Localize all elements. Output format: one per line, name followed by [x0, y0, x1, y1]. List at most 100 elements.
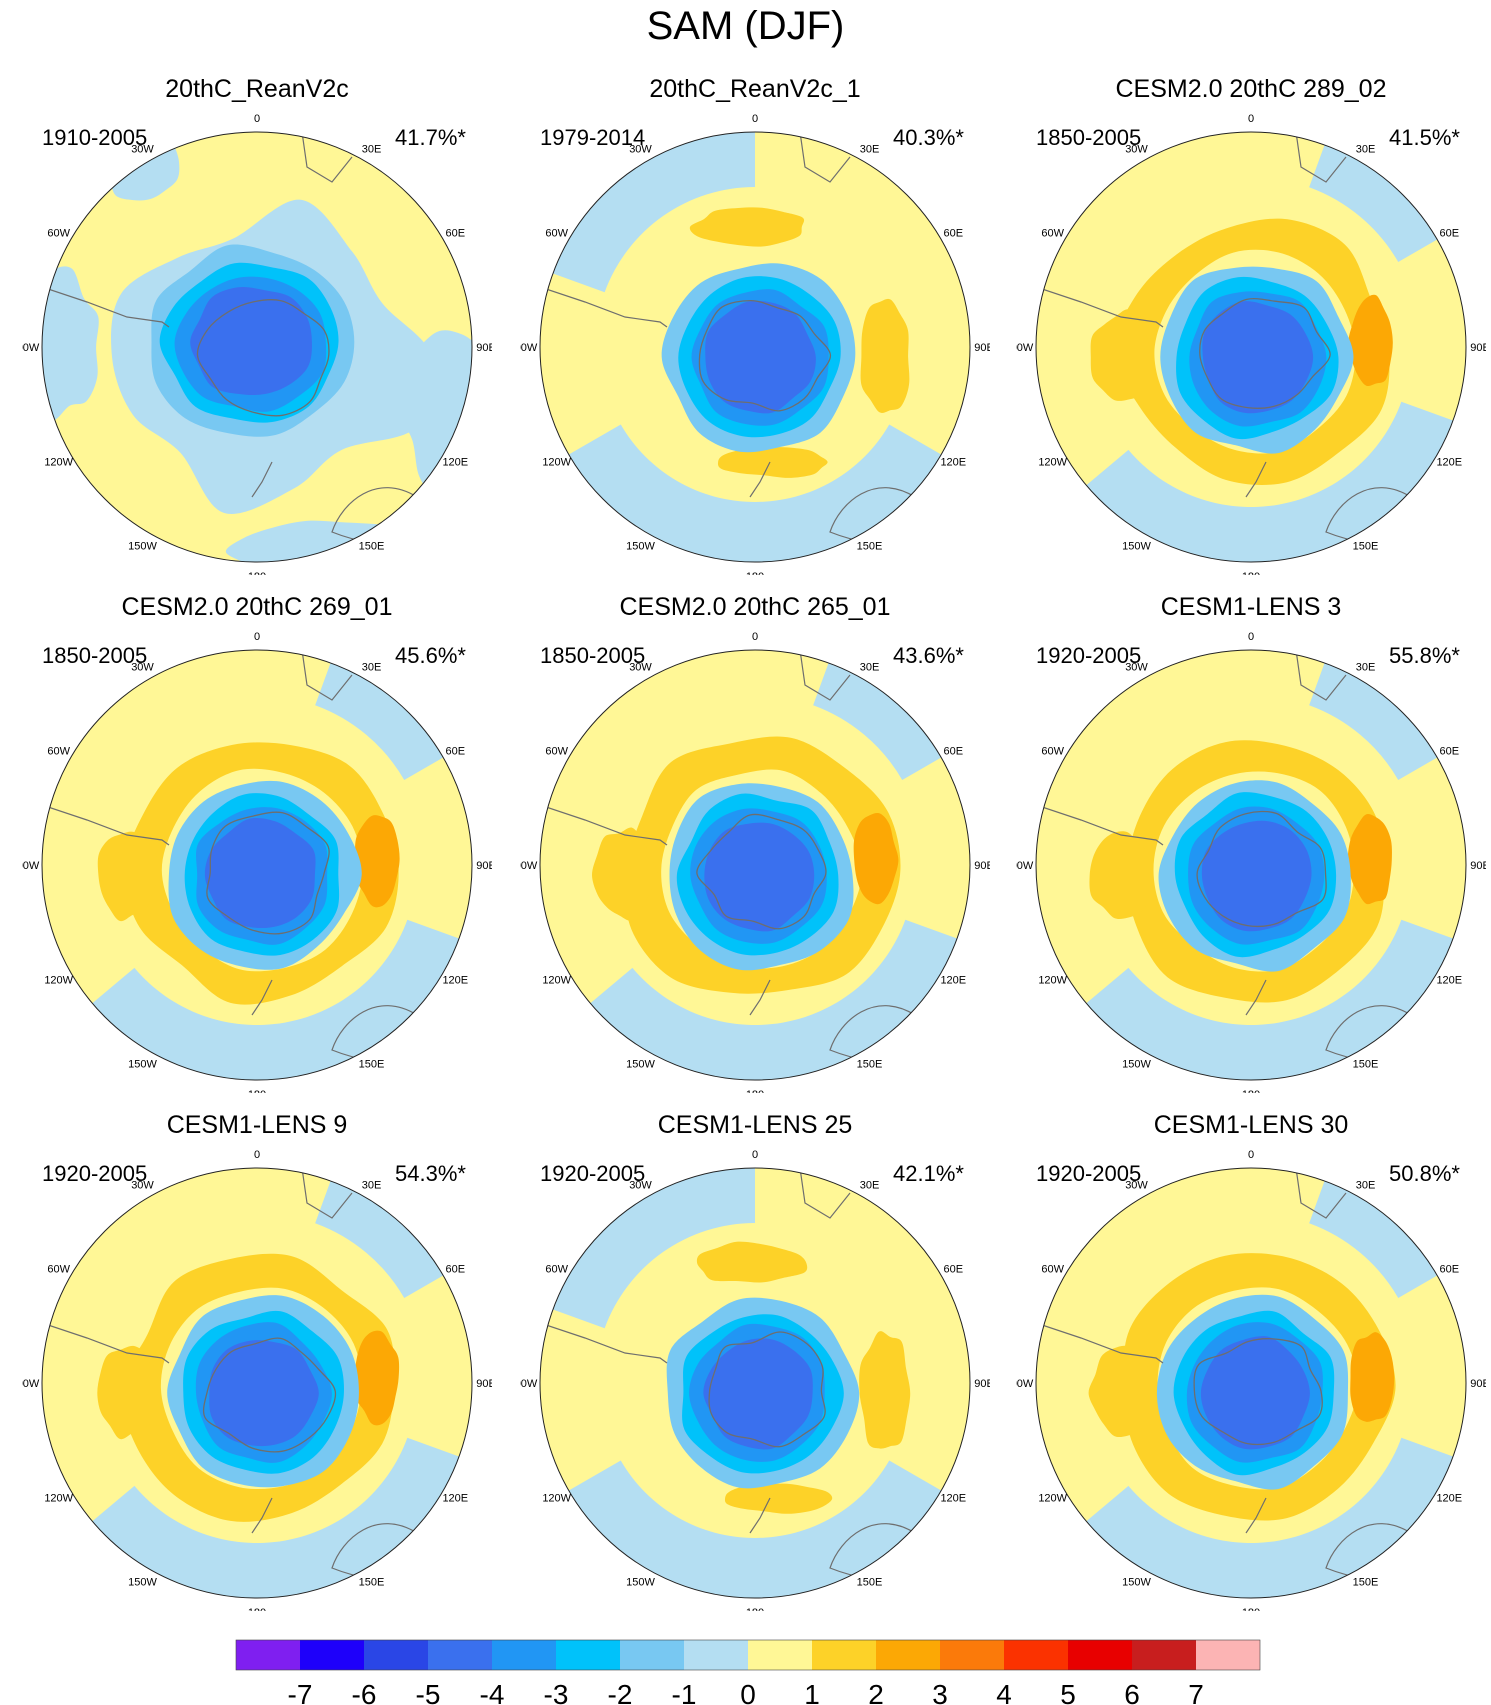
map-boundary: [1035, 649, 1467, 1081]
longitude-label: 120W: [1038, 457, 1067, 469]
colorbar-swatch: [1004, 1640, 1068, 1670]
map-panel: 0 30E 60E 90E 120E 150E 180 150W 120W 90W 60W 30W CE…: [520, 593, 990, 1093]
longitude-label: 30E: [1356, 144, 1376, 156]
longitude-label: 150E: [359, 1576, 385, 1588]
colorbar-tick-label: 2: [868, 1679, 884, 1705]
colorbar-tick-label: 4: [996, 1679, 1012, 1705]
map-boundary: [539, 1167, 971, 1599]
colorbar-swatch: [364, 1640, 428, 1670]
longitude-label: 0: [752, 113, 758, 125]
colorbar-tick-label: -3: [544, 1679, 569, 1705]
longitude-label: 120W: [44, 975, 73, 987]
map-panel: 0 30E 60E 90E 120E 150E 180 150W 120W 90W 60W 30W CE…: [1016, 593, 1486, 1093]
longitude-label: 180: [248, 571, 266, 575]
panel-explained-variance: 43.6%*: [893, 643, 964, 668]
longitude-label: 90E: [1470, 342, 1486, 354]
polar-map: 0 30E 60E 90E 120E 150E 180 150W 120W 90W 60W 30W: [520, 113, 990, 575]
longitude-label: 30E: [1356, 662, 1376, 674]
longitude-label: 150W: [1122, 540, 1151, 552]
longitude-label: 30W: [1125, 1180, 1148, 1192]
polar-map: 0 30E 60E 90E 120E 150E 180 150W 120W 90W 60W 30W: [22, 113, 492, 575]
longitude-label: 120E: [442, 457, 468, 469]
longitude-label: 30E: [860, 144, 880, 156]
longitude-label: 60E: [1440, 228, 1460, 240]
panel-period: 1979-2014: [540, 125, 646, 150]
polar-map: 0 30E 60E 90E 120E 150E 180 150W 120W 90W 60W 30W: [1016, 631, 1486, 1093]
colorbar-tick-label: 0: [740, 1679, 756, 1705]
colorbar-frame: [235, 1639, 1261, 1671]
longitude-label: 120W: [542, 1493, 571, 1505]
colorbar-swatch: [300, 1640, 364, 1670]
longitude-label: 30W: [629, 144, 652, 156]
panel-explained-variance: 54.3%*: [395, 1161, 466, 1186]
longitude-label: 90W: [22, 860, 40, 872]
colorbar-tick-label: 5: [1060, 1679, 1076, 1705]
longitude-label: 60E: [446, 1264, 466, 1276]
longitude-label: 30W: [1125, 662, 1148, 674]
longitude-label: 30W: [629, 1180, 652, 1192]
polar-map: 0 30E 60E 90E 120E 150E 180 150W 120W 90W 60W 30W: [1016, 113, 1486, 575]
colorbar-swatch: [1068, 1640, 1132, 1670]
field-contours: [1036, 132, 1466, 562]
panel-period: 1920-2005: [540, 1161, 646, 1186]
longitude-label: 60W: [47, 746, 70, 758]
longitude-label: 180: [248, 1089, 266, 1093]
colorbar-tick-label: -6: [352, 1679, 377, 1705]
colorbar-swatch: [1132, 1640, 1196, 1670]
longitude-label: 0: [752, 631, 758, 643]
colorbar-tick-label: 7: [1188, 1679, 1204, 1705]
colorbar-swatch: [556, 1640, 620, 1670]
longitude-label: 0: [1248, 1149, 1254, 1161]
longitude-label: 120W: [44, 457, 73, 469]
panel-period: 1850-2005: [42, 643, 148, 668]
polar-map: 0 30E 60E 90E 120E 150E 180 150W 120W 90W 60W 30W: [520, 1149, 990, 1611]
map-panel: 0 30E 60E 90E 120E 150E 180 150W 120W 90W 60W 30W CE…: [22, 593, 492, 1093]
longitude-label: 60W: [545, 1264, 568, 1276]
colorbar-swatch: [748, 1640, 812, 1670]
colorbar-swatch: [684, 1640, 748, 1670]
field-contours: [42, 132, 472, 562]
polar-map: 0 30E 60E 90E 120E 150E 180 150W 120W 90W 60W 30W: [22, 1149, 492, 1611]
longitude-label: 60E: [446, 228, 466, 240]
panel-title: CESM2.0 20thC 269_01: [121, 593, 393, 621]
colorbar-tick-label: -1: [672, 1679, 697, 1705]
map-panel: 0 30E 60E 90E 120E 150E 180 150W 120W 90W 60W 30W CE…: [520, 1111, 990, 1611]
longitude-label: 150W: [626, 1058, 655, 1070]
longitude-label: 120E: [1436, 457, 1462, 469]
longitude-label: 150W: [128, 1058, 157, 1070]
panel-title: CESM1-LENS 25: [657, 1111, 853, 1139]
longitude-label: 90E: [1470, 1378, 1486, 1390]
field-contours: [42, 650, 472, 1080]
longitude-label: 30W: [131, 1180, 154, 1192]
longitude-label: 0: [1248, 631, 1254, 643]
longitude-label: 150W: [626, 540, 655, 552]
longitude-label: 60W: [47, 1264, 70, 1276]
longitude-label: 30W: [131, 144, 154, 156]
panel-period: 1920-2005: [1036, 643, 1142, 668]
longitude-label: 150E: [1353, 1058, 1379, 1070]
longitude-label: 120E: [1436, 975, 1462, 987]
longitude-label: 90E: [476, 342, 492, 354]
longitude-label: 120W: [1038, 1493, 1067, 1505]
longitude-label: 150W: [128, 540, 157, 552]
polar-map: 0 30E 60E 90E 120E 150E 180 150W 120W 90W 60W 30W: [1016, 1149, 1486, 1611]
longitude-label: 180: [248, 1607, 266, 1611]
panel-period: 1850-2005: [540, 643, 646, 668]
field-contours: [1036, 1168, 1466, 1598]
longitude-label: 120E: [940, 975, 966, 987]
longitude-label: 30E: [860, 1180, 880, 1192]
longitude-label: 150E: [857, 1576, 883, 1588]
longitude-label: 90E: [974, 1378, 990, 1390]
panel-explained-variance: 45.6%*: [395, 643, 466, 668]
panel-explained-variance: 41.7%*: [395, 125, 466, 150]
longitude-label: 30E: [362, 1180, 382, 1192]
longitude-label: 90E: [974, 860, 990, 872]
longitude-label: 180: [1242, 1089, 1260, 1093]
longitude-label: 150W: [626, 1576, 655, 1588]
colorbar-swatch: [812, 1640, 876, 1670]
longitude-label: 120W: [542, 975, 571, 987]
colorbar-swatch: [1196, 1640, 1260, 1670]
field-contours: [540, 1168, 970, 1598]
longitude-label: 60E: [1440, 1264, 1460, 1276]
longitude-label: 60E: [944, 746, 964, 758]
